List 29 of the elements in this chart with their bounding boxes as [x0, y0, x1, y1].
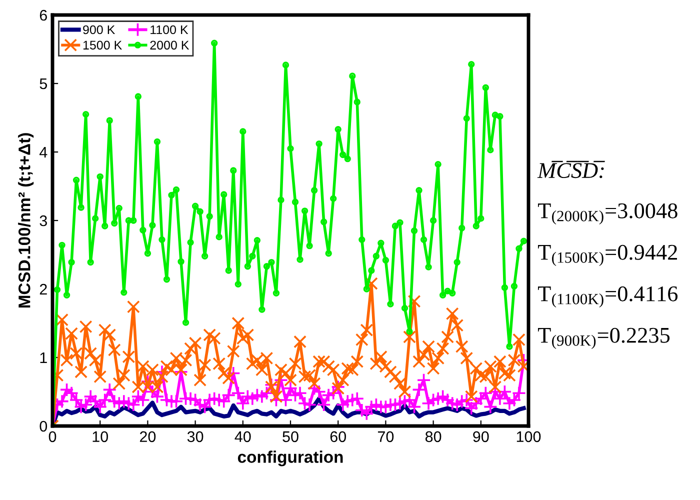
x-tick-label: 0 [48, 431, 56, 442]
text: M̅C̅S̅D̅: [537, 160, 605, 178]
y-tick-label: 4 [39, 147, 48, 158]
y-tick-label: 1 [40, 352, 47, 364]
legend-label: 1100 K [150, 25, 188, 34]
y-tick-label: 2 [40, 284, 47, 295]
y-tick-label: 6 [40, 10, 47, 21]
x-tick-label: 50 [282, 431, 298, 442]
x-tick-label: 100 [516, 431, 541, 442]
text: T$_{(1100K)}$=0.4116 [538, 286, 678, 308]
x-tick-label: 30 [187, 431, 204, 442]
x-tick-label: 10 [92, 431, 108, 442]
y-tick-label: 3 [40, 215, 47, 226]
legend-label: 2000 K [150, 40, 190, 50]
legend-label: 900 K [83, 25, 116, 34]
text: T$_{(2000K)}$=3.0048 [538, 203, 678, 224]
legend-label: 1500 K [83, 40, 122, 50]
x-tick-label: 60 [330, 431, 346, 442]
y-tick-label: 0 [40, 420, 48, 432]
text: T$_{(900K)}$=0.2235 [538, 328, 670, 349]
x-tick-label: 70 [378, 431, 394, 442]
y-axis-title: MCSD.100/nm² (t;t+Δt) [18, 133, 34, 308]
x-tick-label: 90 [473, 431, 489, 442]
text: T$_{(1500K)}$=0.9442 [538, 244, 677, 266]
x-tick-label: 40 [234, 431, 251, 442]
x-axis-title: configuration [238, 450, 343, 466]
x-tick-label: 20 [140, 431, 156, 442]
y-tick-label: 5 [40, 78, 47, 90]
x-tick-label: 80 [425, 431, 442, 442]
